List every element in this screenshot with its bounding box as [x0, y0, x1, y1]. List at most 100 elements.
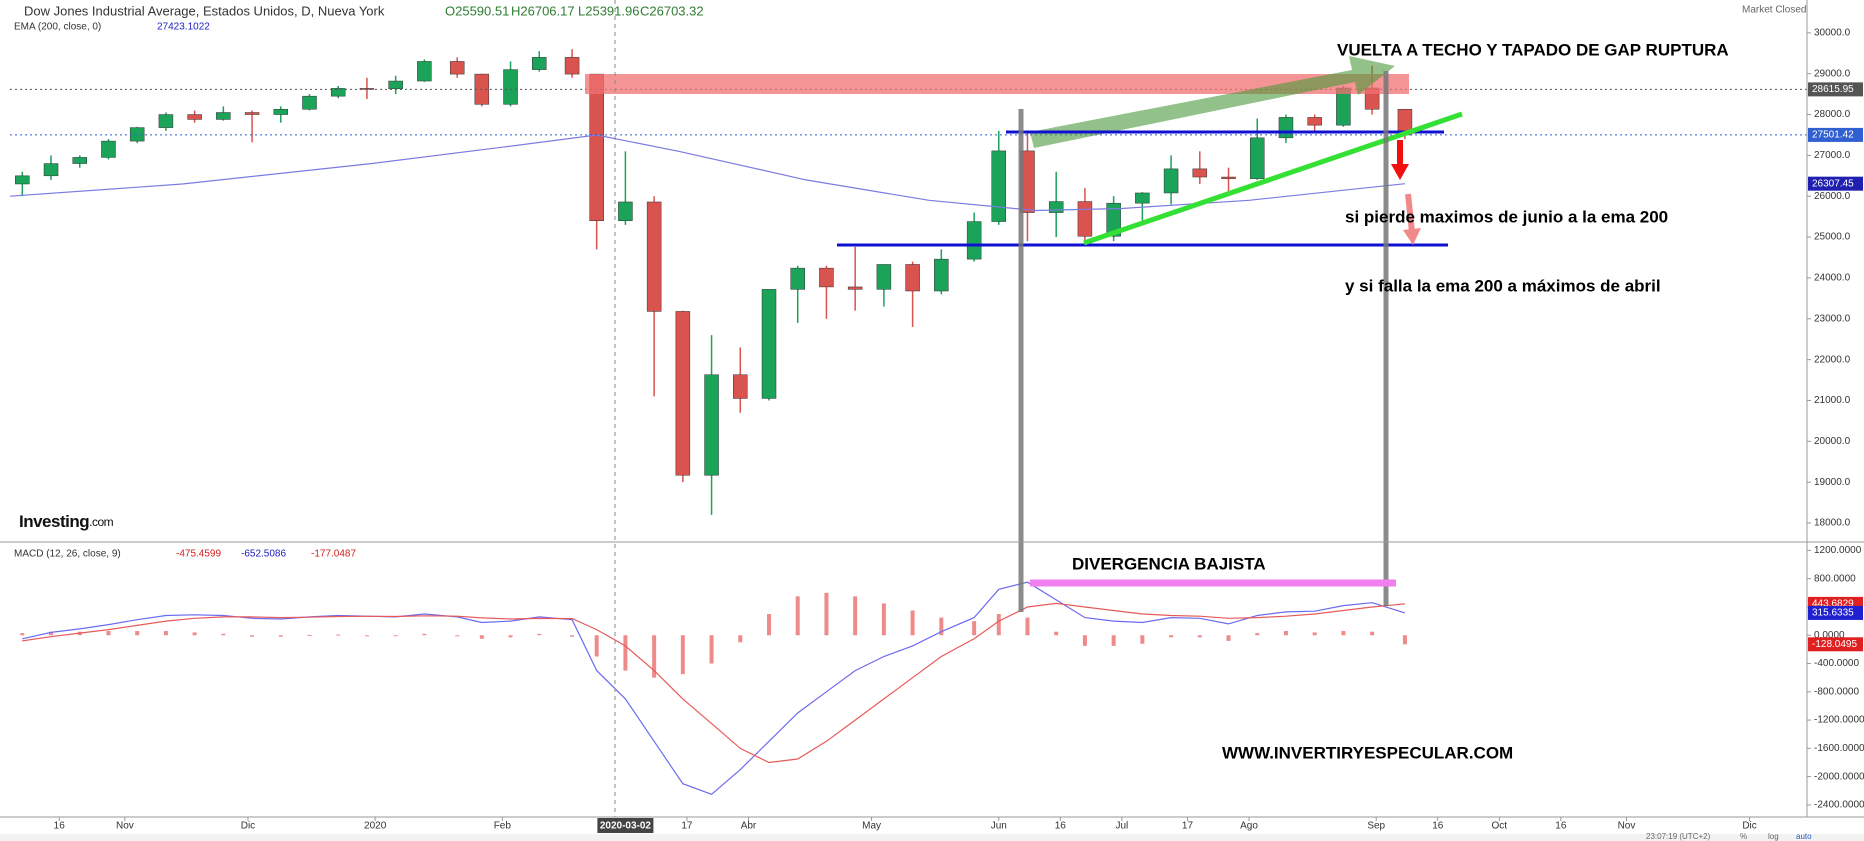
x-tick-label: Dic — [241, 821, 255, 832]
candle-body — [1221, 176, 1236, 179]
histogram-bar — [1197, 635, 1202, 638]
histogram-bar — [135, 631, 140, 636]
macd-value: -475.4599 — [176, 549, 221, 560]
candle-body — [1135, 192, 1150, 204]
x-tick-label: Nov — [1618, 821, 1636, 832]
title: Dow Jones Industrial Average, Estados Un… — [24, 3, 385, 18]
y-tick-label: -400.0000 — [1814, 658, 1859, 669]
x-tick-label: 16 — [1555, 821, 1567, 832]
y-tick-label: 0.0000 — [1814, 630, 1845, 641]
macd-value: -652.5086 — [241, 549, 286, 560]
histogram-bar — [623, 635, 628, 671]
histogram-bar — [1402, 635, 1407, 645]
trend-line — [1083, 111, 1463, 246]
price-marker-label: 27501.42 — [1812, 130, 1854, 141]
down-arrow-head — [1391, 164, 1409, 180]
candle-body — [564, 57, 580, 75]
scale-button[interactable]: log — [1768, 832, 1779, 841]
candle-body — [43, 163, 59, 177]
y-tick-label: 20000.0 — [1814, 436, 1851, 447]
candle-body — [589, 73, 604, 221]
price-marker — [1808, 637, 1863, 652]
y-tick-label: 25000.0 — [1814, 232, 1851, 243]
indicator: EMA (200, close, 0) — [14, 22, 101, 33]
price-marker-label: 443.6829 — [1812, 599, 1854, 610]
candle-body — [244, 112, 260, 115]
candle-body — [330, 88, 346, 97]
histogram-bar — [393, 635, 398, 637]
histogram-bar — [652, 635, 657, 678]
histogram-bar — [106, 631, 111, 636]
price-marker-label: 28615.95 — [1812, 84, 1854, 95]
candle-body — [1077, 201, 1093, 237]
ema-line — [9, 134, 1405, 212]
candle-body — [876, 264, 892, 290]
x-tick-label: Dic — [1742, 821, 1756, 832]
candle-body — [449, 61, 465, 75]
y-tick-label: 18000.0 — [1814, 518, 1851, 529]
histogram-bar — [709, 635, 714, 664]
price-marker — [1808, 82, 1863, 97]
macd-value: -177.0487 — [311, 549, 356, 560]
histogram-bar — [853, 596, 858, 636]
scale-button[interactable]: auto — [1796, 832, 1812, 841]
status-bar — [0, 834, 1864, 841]
annotation: VUELTA A TECHO Y TAPADO DE GAP RUPTURA — [1337, 40, 1729, 59]
price-marker — [1808, 176, 1863, 191]
candle-body — [158, 114, 174, 128]
histogram-bar — [1025, 617, 1030, 636]
candle-body — [417, 61, 432, 82]
price-marker — [1808, 127, 1863, 142]
y-tick-label: 22000.0 — [1814, 354, 1851, 365]
clock: 23:07:19 (UTC+2) — [1646, 832, 1711, 841]
candle-body — [302, 95, 317, 110]
candle-body — [991, 150, 1007, 222]
histogram-bar — [307, 634, 312, 636]
candle-body — [934, 258, 949, 292]
candle-body — [216, 112, 231, 120]
trend-arrow — [1030, 56, 1395, 148]
histogram-bar — [1082, 635, 1087, 646]
histogram-bar — [738, 635, 743, 643]
histogram-bar — [972, 621, 977, 636]
histogram-bar — [680, 635, 685, 675]
candle-body — [646, 201, 662, 312]
candle-body — [618, 201, 633, 221]
candle-body — [72, 157, 87, 164]
y-tick-label: 30000.0 — [1814, 27, 1851, 38]
close: C26703.32 — [640, 3, 704, 18]
candle-body — [1163, 168, 1179, 194]
macd-title: MACD (12, 26, close, 9) — [14, 549, 121, 560]
histogram-bar — [1255, 633, 1260, 636]
x-tick-label: Oct — [1492, 821, 1508, 832]
histogram-bar — [1312, 632, 1317, 636]
histogram-bar — [1111, 635, 1116, 646]
annotation: DIVERGENCIA BAJISTA — [1072, 554, 1266, 573]
y-tick-label: 21000.0 — [1814, 395, 1851, 406]
candle-body — [761, 289, 777, 399]
x-tick-label: Jun — [991, 821, 1007, 832]
y-tick-label: -1600.0000 — [1814, 743, 1864, 754]
candle-body — [1106, 202, 1121, 237]
y-tick-label: 26000.0 — [1814, 191, 1851, 202]
candle-body — [1192, 168, 1208, 178]
market-status: Market Closed — [1742, 5, 1806, 16]
candle-body — [388, 80, 403, 90]
histogram-bar — [455, 635, 460, 637]
price-marker-label: 26307.45 — [1812, 178, 1854, 189]
low: L25391.96 — [578, 3, 639, 18]
candle-body — [704, 374, 719, 476]
histogram-bar — [767, 614, 772, 636]
histogram-bar — [570, 635, 575, 637]
histogram-bar — [508, 635, 513, 638]
histogram-bar — [1283, 631, 1288, 636]
scale-button[interactable]: % — [1740, 832, 1747, 841]
candle-body — [819, 267, 834, 288]
candle-body — [790, 267, 805, 290]
histogram-bar — [1140, 635, 1145, 644]
gap-zone — [585, 74, 1409, 94]
histogram-bar — [221, 633, 226, 636]
y-tick-label: 28000.0 — [1814, 109, 1851, 120]
